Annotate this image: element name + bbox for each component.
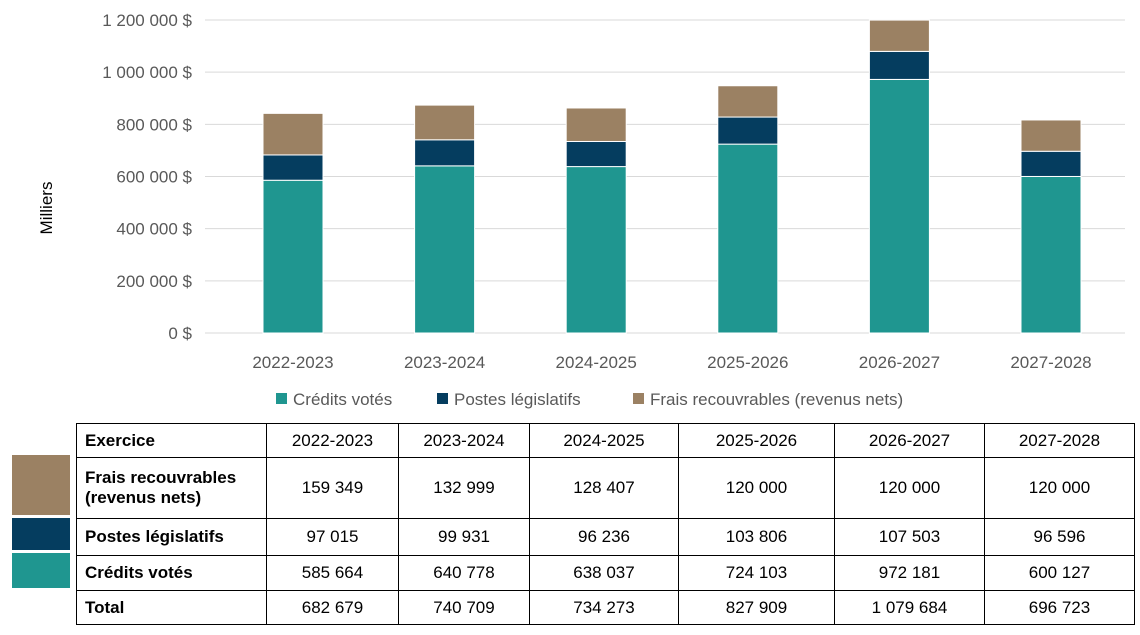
bar-segment [868,19,930,52]
x-tick-label: 2027-2028 [1010,353,1091,372]
x-tick-label: 2024-2025 [556,353,637,372]
table-header-cell: 2026-2027 [834,423,985,458]
bar-segment [717,116,779,145]
y-tick-label: 1 200 000 $ [102,11,192,30]
table-row: Postes législatifs 97 015 99 931 96 236 103 … [76,518,1135,556]
bar-segment [414,165,476,334]
table-header-cell: 2025-2026 [678,423,835,458]
bar-segment [565,140,627,168]
table-cell: 103 806 [678,518,835,556]
table-cell: 972 181 [834,555,985,591]
bar-segment [1020,175,1082,334]
table-cell: 740 709 [398,590,530,625]
legend-label: Postes législatifs [454,390,581,409]
table-cell: 120 000 [834,457,985,519]
table-cell: 724 103 [678,555,835,591]
table-row: Total 682 679 740 709 734 273 827 909 1 079 6… [76,590,1135,625]
bar-segment [868,50,930,80]
table-cell: 827 909 [678,590,835,625]
table-cell: 682 679 [266,590,399,625]
y-tick-label: 600 000 $ [116,168,192,187]
table-cell: 585 664 [266,555,399,591]
y-tick-label: 200 000 $ [116,272,192,291]
table-header-cell: 2023-2024 [398,423,530,458]
legend-label: Crédits votés [293,390,392,409]
table-cell: 1 079 684 [834,590,985,625]
table-cell: 120 000 [984,457,1135,519]
table-cell: 96 236 [529,518,679,556]
bar-segment [1020,119,1082,152]
x-tick-label: 2025-2026 [707,353,788,372]
table-cell: 159 349 [266,457,399,519]
bar-segment [717,85,779,118]
table-cell: 638 037 [529,555,679,591]
table-cell: 120 000 [678,457,835,519]
table-cell: 734 273 [529,590,679,625]
table-cell: 132 999 [398,457,530,519]
legend-swatch-frais [12,455,70,515]
table-row: Crédits votés 585 664 640 778 638 037 724 10… [76,555,1135,591]
x-tick-label: 2026-2027 [859,353,940,372]
bar-segment [565,107,627,142]
table-cell: 96 596 [984,518,1135,556]
data-table: Exercice 2022-2023 2023-2024 2024-2025 2… [76,423,1135,625]
bar-segment [262,179,324,334]
bar-segment [262,112,324,156]
bar-segment [1020,150,1082,177]
bar-segment [717,143,779,334]
bar-segment [414,104,476,141]
y-axis-label: Milliers [37,182,56,235]
y-tick-label: 400 000 $ [116,220,192,239]
table-cell: 600 127 [984,555,1135,591]
bar-segment [868,78,930,334]
table-header-row: Exercice 2022-2023 2023-2024 2024-2025 2… [76,423,1135,458]
y-tick-label: 1 000 000 $ [102,63,192,82]
legend-swatch-postes [12,518,70,550]
table-header-cell: 2024-2025 [529,423,679,458]
y-tick-label: 0 $ [168,324,192,343]
legend-marker [437,393,448,404]
table-cell: 97 015 [266,518,399,556]
legend-marker [633,393,644,404]
bar-segment [262,154,324,181]
legend-swatch-credits [12,553,70,588]
bar-segment [565,166,627,334]
row-label: Frais recouvrables (revenus nets) [76,457,267,519]
table-cell: 640 778 [398,555,530,591]
table-cell: 99 931 [398,518,530,556]
stacked-bar-chart: Milliers 0 $ 200 000 $ 400 000 $ 600 000 $ 8… [37,11,1125,409]
table-row: Frais recouvrables (revenus nets) 159 349… [76,457,1135,519]
row-label: Total [76,590,267,625]
table-cell: 107 503 [834,518,985,556]
table-header-cell: 2027-2028 [984,423,1135,458]
legend-marker [276,393,287,404]
table-header-cell: 2022-2023 [266,423,399,458]
bar-segment [414,139,476,167]
table-cell: 696 723 [984,590,1135,625]
legend-label: Frais recouvrables (revenus nets) [650,390,903,409]
x-tick-label: 2022-2023 [252,353,333,372]
y-tick-label: 800 000 $ [116,115,192,134]
row-label: Postes législatifs [76,518,267,556]
row-label: Crédits votés [76,555,267,591]
x-tick-label: 2023-2024 [404,353,485,372]
table-header-label: Exercice [76,423,267,458]
table-cell: 128 407 [529,457,679,519]
